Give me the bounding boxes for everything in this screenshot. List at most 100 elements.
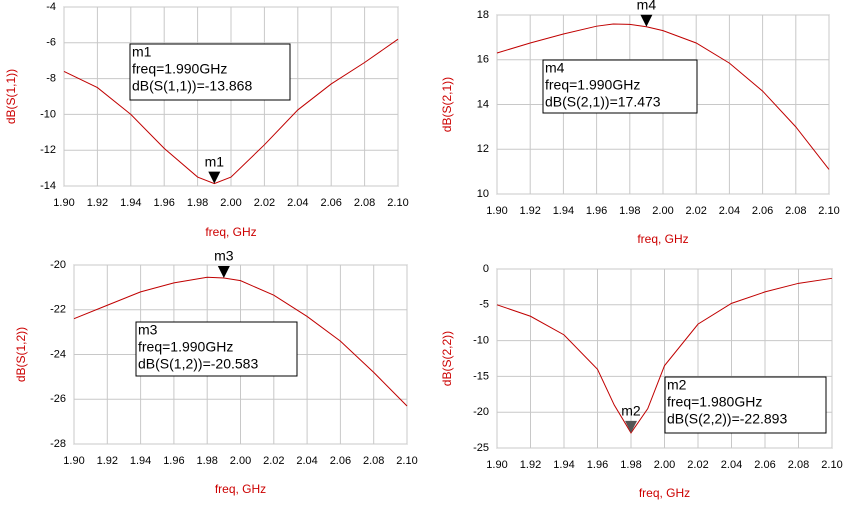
x-axis-label: freq, GHz [215,482,266,496]
x-tick-label: 2.08 [354,197,375,209]
marker-name: m3 [214,248,234,264]
marker-text: m1 [132,44,152,60]
y-tick-label: -14 [40,180,56,192]
y-axis-label: dB(S(1,1)) [4,69,18,124]
marker-triangle [208,171,221,184]
x-tick-label: 1.92 [87,197,108,209]
x-tick-label: 2.04 [721,459,742,471]
y-tick-label: -5 [479,299,489,311]
x-tick-label: 1.96 [587,459,608,471]
y-tick-label: 18 [477,9,489,21]
x-tick-label: 2.10 [818,205,839,217]
y-tick-label: -10 [473,335,489,347]
x-tick-label: 2.04 [719,205,740,217]
x-tick-label: 1.90 [53,197,74,209]
y-tick-label: -6 [46,37,56,49]
marker-triangle [625,420,637,433]
x-tick-label: 2.10 [821,459,842,471]
marker-box [135,321,298,377]
x-tick-label: 1.98 [196,455,217,467]
y-tick-label: 10 [477,188,489,200]
x-tick-label: 2.10 [396,455,417,467]
x-tick-label: 1.94 [120,197,141,209]
marker-text: m2 [667,377,687,393]
x-tick-label: 2.00 [652,205,673,217]
x-tick-label: 2.02 [685,205,706,217]
y-axis-label: dB(S(1,2)) [14,327,28,382]
y-tick-label: -8 [46,73,56,85]
marker-text: dB(S(1,1))=-13.868 [132,78,252,94]
marker-text: freq=1.990GHz [132,61,227,77]
x-tick-label: 2.00 [220,197,241,209]
y-tick-label: -28 [50,438,66,450]
y-tick-label: -15 [473,370,489,382]
data-line [496,277,833,434]
marker-box [129,43,291,101]
marker-name: m1 [205,153,225,169]
x-tick-label: 2.08 [788,459,809,471]
x-tick-label: 1.94 [553,205,574,217]
y-tick-label: -20 [50,259,66,271]
x-tick-label: 1.94 [130,455,151,467]
x-tick-label: 2.04 [296,455,317,467]
marker-text: dB(S(2,1))=17.473 [545,94,661,110]
y-tick-label: -24 [50,348,66,360]
x-axis-label: freq, GHz [205,225,256,239]
x-tick-label: 2.00 [654,459,675,471]
y-tick-label: 16 [477,54,489,66]
marker-text: freq=1.990GHz [545,77,640,93]
y-axis-label: dB(S(2,2)) [440,331,454,386]
x-tick-label: 1.96 [163,455,184,467]
x-tick-label: 1.90 [486,459,507,471]
marker-text: m4 [545,60,565,76]
x-tick-label: 2.06 [754,459,775,471]
marker-name: m2 [621,403,641,419]
y-tick-label: -22 [50,304,66,316]
x-tick-label: 2.10 [387,197,408,209]
x-tick-label: 2.02 [687,459,708,471]
chart: 1.90 1.92 1.94 1.96 1.98 2.00 2.02 2.04 2.06 2.08… [14,248,418,496]
x-tick-label: 1.90 [486,205,507,217]
data-line [63,38,399,185]
chart: 1.90 1.92 1.94 1.96 1.98 2.00 2.02 2.04 2.06 2.08… [4,1,409,239]
y-tick-label: -4 [46,1,56,13]
marker-text: freq=1.980GHz [667,394,762,410]
y-tick-label: 0 [483,263,489,275]
x-tick-label: 2.08 [363,455,384,467]
marker-text: freq=1.990GHz [138,339,233,355]
x-tick-label: 2.06 [320,197,341,209]
x-tick-label: 1.96 [153,197,174,209]
x-tick-label: 2.06 [752,205,773,217]
y-tick-label: -12 [40,144,56,156]
y-tick-label: -26 [50,393,66,405]
marker-box [542,59,698,114]
x-tick-label: 1.98 [620,459,641,471]
x-tick-label: 1.92 [97,455,118,467]
marker-triangle [217,266,230,279]
x-tick-label: 2.00 [230,455,251,467]
x-axis-label: freq, GHz [639,486,690,500]
x-tick-label: 1.94 [553,459,574,471]
x-tick-label: 1.96 [586,205,607,217]
y-axis-label: dB(S(2,1)) [440,77,454,132]
x-tick-label: 2.06 [330,455,351,467]
x-tick-label: 1.92 [519,205,540,217]
marker-triangle [640,14,653,27]
y-tick-label: -20 [473,406,489,418]
marker-text: dB(S(2,2))=-22.893 [667,411,787,427]
x-tick-label: 2.02 [254,197,275,209]
x-axis-label: freq, GHz [637,232,688,246]
x-tick-label: 2.02 [263,455,284,467]
x-tick-label: 2.04 [287,197,308,209]
marker-text: dB(S(1,2))=-20.583 [138,356,258,372]
chart: 1.90 1.92 1.94 1.96 1.98 2.00 2.02 2.04 2.06 2.08… [440,0,840,246]
y-tick-label: 12 [477,143,489,155]
y-tick-label: -10 [40,108,56,120]
x-tick-label: 1.98 [619,205,640,217]
x-tick-label: 2.08 [785,205,806,217]
data-line [73,276,408,407]
y-tick-label: 14 [477,98,489,110]
chart: 1.90 1.92 1.94 1.96 1.98 2.00 2.02 2.04 2.06 2.08… [440,263,843,500]
marker-text: m3 [138,322,158,338]
